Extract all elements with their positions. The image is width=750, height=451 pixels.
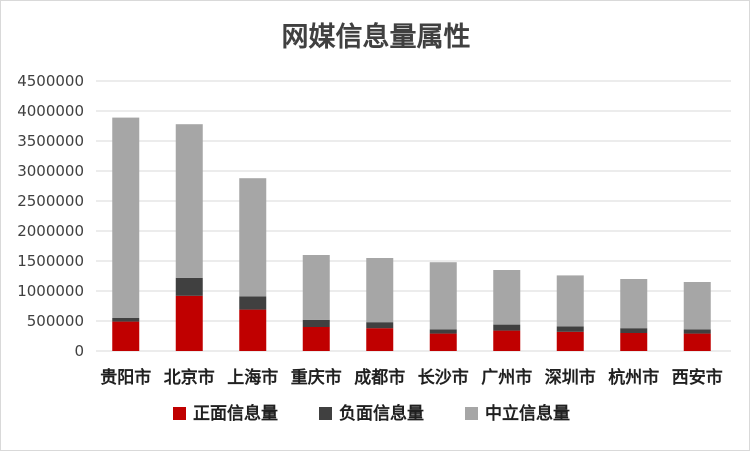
bar-segment-neutral xyxy=(175,124,203,278)
y-tick-label: 2500000 xyxy=(17,192,84,210)
legend-label: 负面信息量 xyxy=(339,403,424,424)
x-tick-label: 长沙市 xyxy=(418,367,469,388)
bar-segment-negative xyxy=(302,319,330,327)
y-tick-label: 500000 xyxy=(27,312,84,330)
x-axis: 贵阳市 北京市 上海市 重庆市 成都市 长沙市 广州市 深圳市 杭州市 西安市 xyxy=(100,367,723,388)
y-tick-label: 3500000 xyxy=(17,132,84,150)
bar-segment-positive xyxy=(302,327,330,351)
bar-segment-negative xyxy=(175,277,203,296)
bar-segment-negative xyxy=(556,326,584,332)
legend: 正面信息量 负面信息量 中立信息量 xyxy=(173,403,570,424)
bar-segment-positive xyxy=(429,333,457,351)
bar-segment-neutral xyxy=(429,262,457,330)
bar-segment-negative xyxy=(620,328,648,333)
x-tick-label: 成都市 xyxy=(354,367,405,388)
legend-label: 正面信息量 xyxy=(193,403,278,424)
y-tick-label: 2000000 xyxy=(17,222,84,240)
chart-title: 网媒信息量属性 xyxy=(282,21,471,53)
bar-segment-neutral xyxy=(366,258,394,323)
y-tick-label: 1000000 xyxy=(17,282,84,300)
x-tick-label: 北京市 xyxy=(164,367,215,388)
x-tick-label: 重庆市 xyxy=(291,367,342,388)
legend-label: 中立信息量 xyxy=(485,403,570,424)
x-tick-label: 广州市 xyxy=(481,367,532,388)
bar-segment-positive xyxy=(683,333,711,351)
y-tick-label: 0 xyxy=(74,342,84,360)
bar-segment-positive xyxy=(112,321,140,351)
bar-segment-neutral xyxy=(683,282,711,330)
bar-segment-positive xyxy=(493,330,521,351)
bars xyxy=(112,117,711,351)
bar-segment-neutral xyxy=(239,178,267,297)
bar-segment-negative xyxy=(429,329,457,334)
bar-segment-negative xyxy=(112,318,140,322)
x-tick-label: 杭州市 xyxy=(608,367,659,388)
bar-segment-neutral xyxy=(112,117,140,318)
bar-segment-positive xyxy=(366,328,394,351)
bar-segment-neutral xyxy=(302,255,330,320)
x-tick-label: 贵阳市 xyxy=(100,367,151,388)
legend-swatch xyxy=(173,407,186,420)
legend-swatch xyxy=(319,407,332,420)
legend-swatch xyxy=(465,407,478,420)
bar-segment-positive xyxy=(620,333,648,351)
bar-segment-neutral xyxy=(620,279,648,329)
y-tick-label: 1500000 xyxy=(17,252,84,270)
bar-segment-neutral xyxy=(556,275,584,327)
x-tick-label: 上海市 xyxy=(227,367,278,388)
bar-segment-positive xyxy=(556,331,584,351)
x-tick-label: 深圳市 xyxy=(545,367,596,388)
bar-segment-negative xyxy=(239,296,267,310)
bar-segment-neutral xyxy=(493,270,521,325)
y-axis: 0 500000 1000000 1500000 2000000 2500000 30000… xyxy=(17,72,84,360)
bar-segment-negative xyxy=(493,324,521,331)
y-tick-label: 3000000 xyxy=(17,162,84,180)
bar-segment-positive xyxy=(175,295,203,351)
bar-segment-negative xyxy=(683,329,711,334)
bar-segment-positive xyxy=(239,309,267,351)
bar-segment-negative xyxy=(366,322,394,329)
y-tick-label: 4500000 xyxy=(17,72,84,90)
y-tick-label: 4000000 xyxy=(17,102,84,120)
x-tick-label: 西安市 xyxy=(672,367,723,388)
